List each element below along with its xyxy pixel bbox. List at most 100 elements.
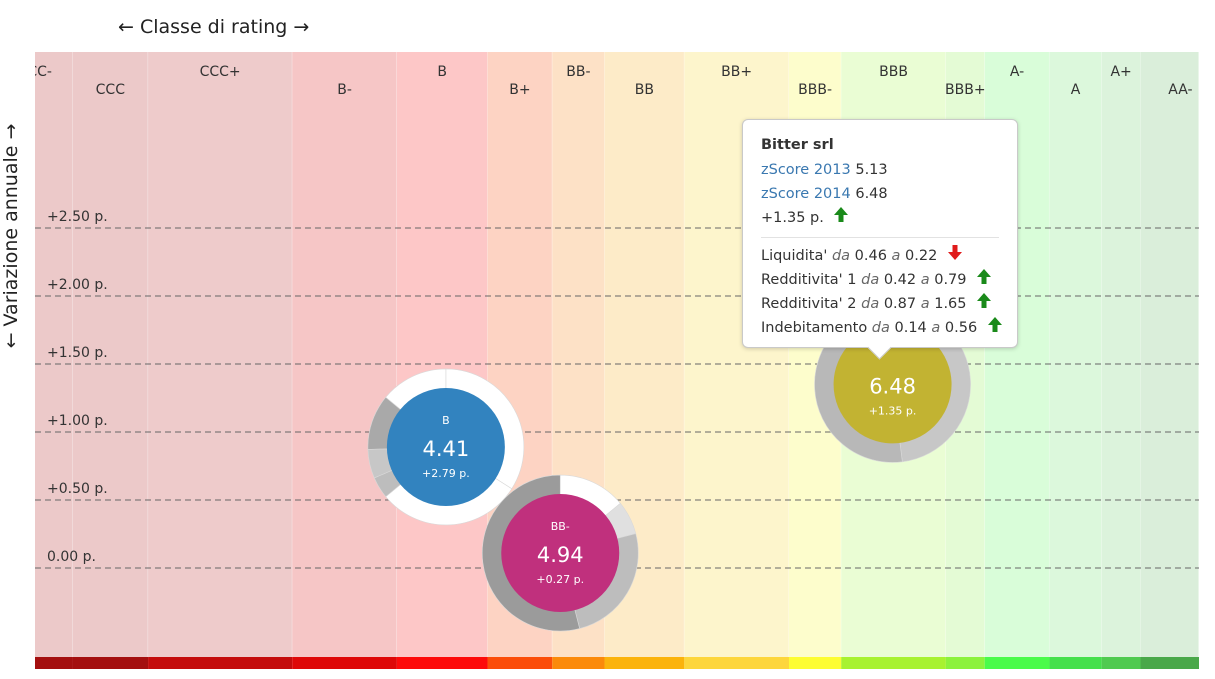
rating-label-BB-: BB- [566,64,590,80]
band-CCC+ [148,52,293,657]
rating-label-BB: BB [635,82,654,98]
rating-labels: CCC-CCCCCC+B-BB+BB-BBBB+BBB-BBBBBB+A-AA+… [18,64,1193,98]
y-tick-label: +2.50 p. [47,209,108,225]
tooltip-zscore-2013: zScore 2013 5.13 [761,158,999,182]
arrow-up-icon [834,206,849,230]
indicator-a: a [891,248,906,264]
indicator-to: 1.65 [934,296,972,312]
y-tick-label: +1.50 p. [47,345,108,361]
rating-label-B: B [437,64,447,80]
bar-B- [292,657,397,669]
y-tick-label: +2.00 p. [47,277,108,293]
y-tick-label: +0.50 p. [47,481,108,497]
indicator-da: da [861,296,884,312]
rating-label-A: A [1071,82,1081,98]
bar-A- [984,657,1050,669]
rating-label-A-: A- [1010,64,1024,80]
indicator-from: 0.42 [883,272,921,288]
indicator-from: 0.46 [854,248,892,264]
indicator-name: Indebitamento [761,320,872,336]
bubble-score-label: 6.48 [869,374,916,398]
bubble-core [501,494,620,613]
band-A [1049,52,1102,657]
indicator-a: a [920,296,935,312]
bar-A+ [1101,657,1141,669]
rating-label-BB+: BB+ [721,64,752,80]
indicator-to: 0.56 [944,320,982,336]
y-axis-title: ← Variazione annuale → [0,124,22,349]
band-CCC- [35,52,73,657]
bar-CCC+ [148,657,293,669]
rating-label-BBB: BBB [879,64,908,80]
indicator-a: a [931,320,945,336]
indicator-da: da [871,320,895,336]
tooltip-zscore-2013-value: 5.13 [855,162,888,178]
bubble-core [386,387,505,506]
arrow-up-icon [977,268,992,292]
tooltip-zscore-2013-label: zScore 2013 [761,162,851,178]
rating-label-CCC-: CCC- [18,64,52,80]
indicator-da: da [831,248,855,264]
bar-AA- [1140,657,1199,669]
rating-label-CCC: CCC [96,82,126,98]
bubble-variation-label: +1.35 p. [869,404,917,417]
indicator-da: da [861,272,884,288]
indicator-from: 0.14 [894,320,932,336]
indicator-a: a [920,272,935,288]
bubble-score-label: 4.41 [422,437,469,461]
bubble-4.94[interactable]: BB- 4.94 +0.27 p. [481,474,639,632]
arrow-down-icon [947,244,962,268]
tooltip-title: Bitter srl [761,137,834,153]
y-axis-ticks: +2.50 p. +2.00 p. +1.50 p. +1.00 p. +0.50 p.… [47,209,108,565]
rating-label-B-: B- [337,82,352,98]
tooltip-zscore-2014: zScore 2014 6.48 [761,182,999,206]
indicator-from: 0.87 [883,296,921,312]
tooltip-zscore-2014-value: 6.48 [855,186,888,202]
rating-label-BBB-: BBB- [798,82,832,98]
bar-BB+ [684,657,789,669]
tooltip-indicators: Liquidita' da 0.46 a 0.22 Redditivita' 1… [761,244,1002,340]
bar-CCC [72,657,149,669]
arrow-up-icon [987,316,1002,340]
bubble-core [833,325,952,444]
tooltip-separator [761,237,999,238]
indicator-to: 0.79 [934,272,972,288]
bar-BB [604,657,685,669]
tooltip-indicator-row: Indebitamento da 0.14 a 0.56 [761,316,1002,340]
band-AA- [1140,52,1199,657]
bubble-score-label: 4.94 [537,543,584,567]
bar-BB- [552,657,605,669]
tooltip-zscore-2014-label: zScore 2014 [761,186,851,202]
bar-B+ [487,657,553,669]
rating-label-A+: A+ [1110,64,1131,80]
tooltip-variation: +1.35 p. [761,206,999,230]
bubble-class-label: BB- [551,520,570,533]
band-A+ [1101,52,1141,657]
indicator-name: Redditivita' 2 [761,296,862,312]
bar-BBB- [788,657,842,669]
tooltip-variation-value: +1.35 p. [761,210,824,226]
rating-label-BBB+: BBB+ [945,82,986,98]
tooltip-indicator-row: Redditivita' 1 da 0.42 a 0.79 [761,268,999,292]
rating-label-CCC+: CCC+ [200,64,241,80]
bubble-4.41[interactable]: B 4.41 +2.79 p. [367,368,525,526]
indicator-name: Redditivita' 1 [761,272,862,288]
y-tick-label: +1.00 p. [47,413,108,429]
arrow-up-icon [977,292,992,316]
indicator-to: 0.22 [905,248,942,264]
bubble-class-label: B [442,414,450,427]
band-CCC [72,52,149,657]
bar-BBB [841,657,946,669]
indicator-name: Liquidita' [761,248,832,264]
bubble-tooltip: Bitter srl zScore 2013 5.13 zScore 2014 … [742,119,1018,360]
bubble-variation-label: +0.27 p. [536,573,584,586]
bar-B [396,657,488,669]
rating-label-B+: B+ [509,82,530,98]
band-B [396,52,488,657]
bar-A [1049,657,1102,669]
rating-color-bar [35,657,1199,669]
band-B- [292,52,397,657]
tooltip-indicator-row: Liquidita' da 0.46 a 0.22 [761,244,999,268]
y-tick-label: 0.00 p. [47,549,96,565]
